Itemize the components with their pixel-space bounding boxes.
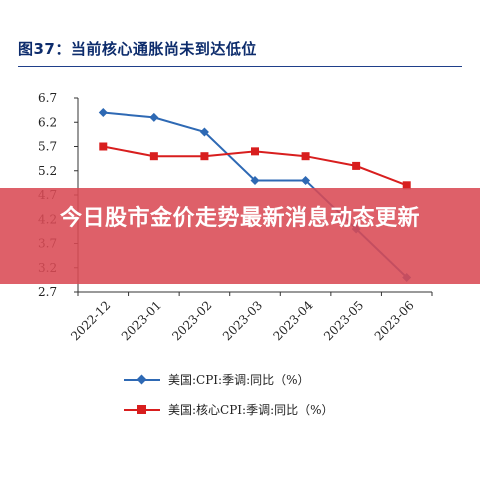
data-point [200, 152, 209, 161]
title-divider [18, 66, 462, 67]
y-tick-label: 6.2 [38, 115, 57, 129]
x-tick-label: 2022-12 [68, 298, 113, 343]
legend-marker [137, 405, 146, 414]
data-point [149, 112, 159, 122]
data-point [98, 108, 108, 118]
y-tick-label: 5.2 [38, 164, 57, 178]
data-point [99, 142, 108, 151]
x-tick-label: 2023-02 [169, 298, 214, 343]
news-banner: 今日股市金价走势最新消息动态更新 [0, 188, 480, 284]
data-point [301, 152, 310, 161]
x-tick-label: 2023-03 [220, 298, 265, 343]
legend-label: 美国:核心CPI:季调:同比（%） [168, 403, 334, 417]
data-point [402, 181, 411, 190]
data-point [199, 127, 209, 137]
data-point [251, 147, 259, 156]
data-point [149, 152, 158, 161]
y-tick-label: 2.7 [38, 285, 57, 299]
banner-headline: 今日股市金价走势最新消息动态更新 [59, 206, 420, 231]
y-tick-label: 5.7 [38, 140, 57, 154]
data-point [352, 161, 361, 170]
x-tick-label: 2023-01 [119, 298, 164, 343]
x-tick-label: 2023-04 [271, 298, 316, 343]
chart-header: 图37：当前核心通胀尚未到达低位 [18, 38, 462, 68]
data-point [250, 175, 260, 185]
data-point [301, 175, 311, 185]
x-tick-label: 2023-06 [372, 298, 417, 343]
x-tick-label: 2023-05 [321, 298, 366, 343]
y-tick-label: 6.7 [38, 91, 57, 105]
legend-label: 美国:CPI:季调:同比（%） [168, 373, 310, 387]
chart-title: 图37：当前核心通胀尚未到达低位 [18, 40, 257, 58]
